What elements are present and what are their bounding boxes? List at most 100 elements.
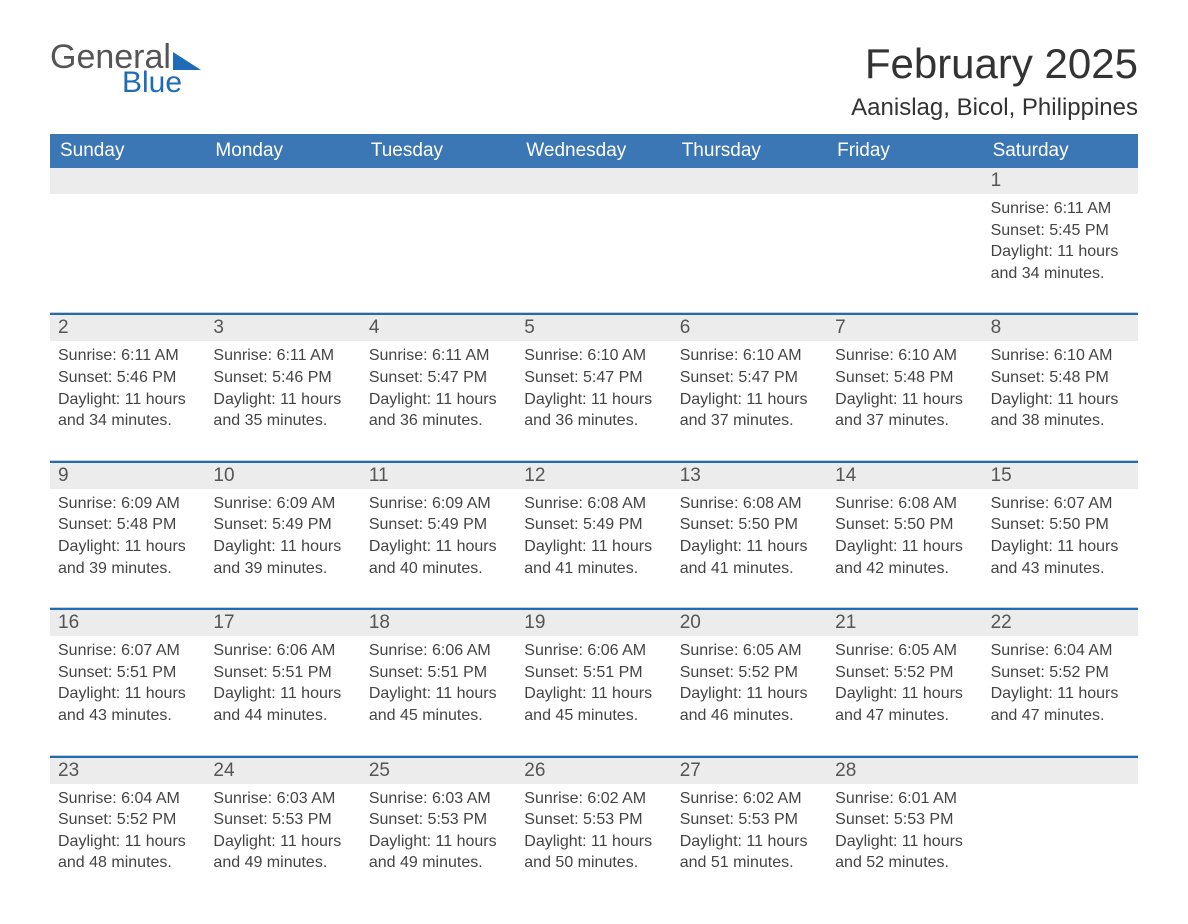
sunrise-line-label: Sunrise: xyxy=(213,495,276,512)
weekday-thursday: Thursday xyxy=(672,134,827,168)
daylight-line-label: Daylight: xyxy=(835,833,902,850)
logo-word-blue: Blue xyxy=(122,68,201,98)
sunrise-line-value: 6:08 AM xyxy=(743,495,802,512)
sunset-line: Sunset: 5:51 PM xyxy=(524,662,663,684)
sunset-line-label: Sunset: xyxy=(58,664,117,681)
week-row: 9101112131415Sunrise: 6:09 AMSunset: 5:4… xyxy=(50,460,1138,579)
sunset-line-label: Sunset: xyxy=(680,664,739,681)
day-number: 1 xyxy=(983,168,1138,194)
sunrise-line-label: Sunrise: xyxy=(369,495,432,512)
day-number xyxy=(205,168,360,194)
sunset-line: Sunset: 5:46 PM xyxy=(213,367,352,389)
sunset-line-value: 5:50 PM xyxy=(1049,516,1109,533)
day-number: 8 xyxy=(983,315,1138,341)
sunset-line-label: Sunset: xyxy=(213,811,272,828)
sunrise-line-value: 6:10 AM xyxy=(587,347,646,364)
weekday-saturday: Saturday xyxy=(983,134,1138,168)
sunrise-line: Sunrise: 6:07 AM xyxy=(991,493,1130,515)
sunrise-line-label: Sunrise: xyxy=(58,642,121,659)
sunrise-line-label: Sunrise: xyxy=(369,347,432,364)
day-number: 26 xyxy=(516,758,671,784)
sunset-line-value: 5:47 PM xyxy=(583,369,643,386)
day-number: 11 xyxy=(361,463,516,489)
sunrise-line-label: Sunrise: xyxy=(835,790,898,807)
day-cell: Sunrise: 6:08 AMSunset: 5:50 PMDaylight:… xyxy=(827,489,982,579)
day-number: 7 xyxy=(827,315,982,341)
sunrise-line: Sunrise: 6:07 AM xyxy=(58,640,197,662)
sunset-line-value: 5:52 PM xyxy=(1049,664,1109,681)
day-number: 9 xyxy=(50,463,205,489)
sunrise-line-value: 6:07 AM xyxy=(1054,495,1113,512)
day-number: 4 xyxy=(361,315,516,341)
sunrise-line-value: 6:03 AM xyxy=(432,790,491,807)
daylight-line-label: Daylight: xyxy=(213,391,280,408)
sunset-line: Sunset: 5:47 PM xyxy=(524,367,663,389)
day-number: 20 xyxy=(672,610,827,636)
sunset-line-value: 5:47 PM xyxy=(428,369,488,386)
weekday-friday: Friday xyxy=(827,134,982,168)
day-cell: Sunrise: 6:10 AMSunset: 5:48 PMDaylight:… xyxy=(983,341,1138,431)
sunset-line: Sunset: 5:53 PM xyxy=(680,809,819,831)
sunrise-line-value: 6:05 AM xyxy=(898,642,957,659)
header-bar: General Blue February 2025 Aanislag, Bic… xyxy=(50,40,1138,122)
sunrise-line-label: Sunrise: xyxy=(680,495,743,512)
day-cell xyxy=(50,194,205,284)
sunrise-line: Sunrise: 6:01 AM xyxy=(835,788,974,810)
daylight-line: Daylight: 11 hours and 41 minutes. xyxy=(524,536,663,579)
day-cell: Sunrise: 6:02 AMSunset: 5:53 PMDaylight:… xyxy=(516,784,671,874)
sunrise-line-label: Sunrise: xyxy=(991,495,1054,512)
day-cell: Sunrise: 6:10 AMSunset: 5:47 PMDaylight:… xyxy=(516,341,671,431)
day-cell: Sunrise: 6:06 AMSunset: 5:51 PMDaylight:… xyxy=(361,636,516,726)
sunrise-line-value: 6:09 AM xyxy=(277,495,336,512)
sunrise-line: Sunrise: 6:09 AM xyxy=(58,493,197,515)
sunrise-line: Sunrise: 6:06 AM xyxy=(369,640,508,662)
day-cell xyxy=(672,194,827,284)
daylight-line: Daylight: 11 hours and 47 minutes. xyxy=(991,683,1130,726)
sunrise-line-label: Sunrise: xyxy=(524,790,587,807)
daylight-line: Daylight: 11 hours and 49 minutes. xyxy=(213,831,352,874)
day-cell: Sunrise: 6:09 AMSunset: 5:49 PMDaylight:… xyxy=(205,489,360,579)
sunset-line: Sunset: 5:52 PM xyxy=(58,809,197,831)
daylight-line: Daylight: 11 hours and 40 minutes. xyxy=(369,536,508,579)
sunset-line-value: 5:45 PM xyxy=(1049,222,1109,239)
sunrise-line-label: Sunrise: xyxy=(991,642,1054,659)
day-number xyxy=(983,758,1138,784)
sunset-line-label: Sunset: xyxy=(369,516,428,533)
sunrise-line-value: 6:10 AM xyxy=(743,347,802,364)
daylight-line: Daylight: 11 hours and 37 minutes. xyxy=(680,389,819,432)
week-row: 16171819202122Sunrise: 6:07 AMSunset: 5:… xyxy=(50,607,1138,726)
weekday-sunday: Sunday xyxy=(50,134,205,168)
sunrise-line-label: Sunrise: xyxy=(835,642,898,659)
daylight-line-label: Daylight: xyxy=(369,391,436,408)
date-strip: 232425262728 xyxy=(50,756,1138,784)
sunset-line-value: 5:53 PM xyxy=(272,811,332,828)
sunrise-line-label: Sunrise: xyxy=(369,790,432,807)
sunset-line-value: 5:49 PM xyxy=(428,516,488,533)
daylight-line: Daylight: 11 hours and 37 minutes. xyxy=(835,389,974,432)
sunset-line: Sunset: 5:53 PM xyxy=(213,809,352,831)
day-cell: Sunrise: 6:08 AMSunset: 5:49 PMDaylight:… xyxy=(516,489,671,579)
sunrise-line-label: Sunrise: xyxy=(680,642,743,659)
sunset-line: Sunset: 5:49 PM xyxy=(524,514,663,536)
sunset-line-value: 5:51 PM xyxy=(583,664,643,681)
day-cell: Sunrise: 6:09 AMSunset: 5:48 PMDaylight:… xyxy=(50,489,205,579)
daylight-line: Daylight: 11 hours and 50 minutes. xyxy=(524,831,663,874)
day-cell: Sunrise: 6:08 AMSunset: 5:50 PMDaylight:… xyxy=(672,489,827,579)
sunrise-line: Sunrise: 6:11 AM xyxy=(369,345,508,367)
day-number: 25 xyxy=(361,758,516,784)
day-cell: Sunrise: 6:11 AMSunset: 5:45 PMDaylight:… xyxy=(983,194,1138,284)
sunrise-line-value: 6:04 AM xyxy=(1054,642,1113,659)
day-number xyxy=(361,168,516,194)
sunrise-line-value: 6:06 AM xyxy=(587,642,646,659)
day-cell: Sunrise: 6:01 AMSunset: 5:53 PMDaylight:… xyxy=(827,784,982,874)
sunset-line-value: 5:48 PM xyxy=(117,516,177,533)
sunset-line-label: Sunset: xyxy=(680,516,739,533)
sunrise-line: Sunrise: 6:06 AM xyxy=(524,640,663,662)
week-row: 2345678Sunrise: 6:11 AMSunset: 5:46 PMDa… xyxy=(50,312,1138,431)
daylight-line-label: Daylight: xyxy=(835,685,902,702)
daylight-line-label: Daylight: xyxy=(58,685,125,702)
sunset-line: Sunset: 5:53 PM xyxy=(524,809,663,831)
daylight-line-label: Daylight: xyxy=(524,391,591,408)
daylight-line-label: Daylight: xyxy=(213,833,280,850)
day-cell: Sunrise: 6:06 AMSunset: 5:51 PMDaylight:… xyxy=(516,636,671,726)
